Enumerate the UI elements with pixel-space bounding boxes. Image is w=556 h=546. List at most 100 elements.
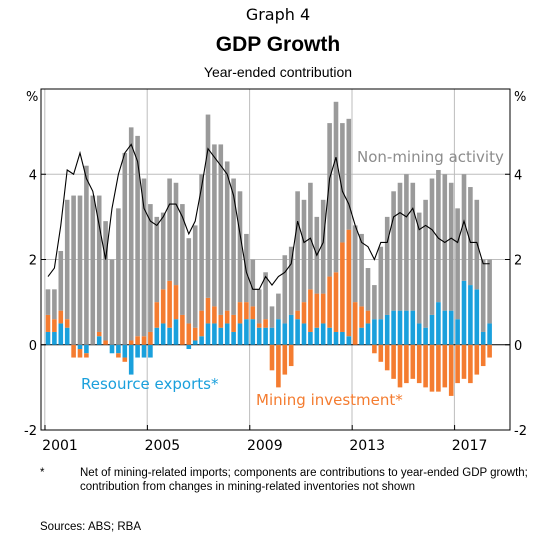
bar-mining-investment (77, 349, 83, 358)
bar-resource-exports (109, 344, 115, 354)
bar-resource-exports (77, 344, 83, 350)
bar-non-mining-activity (96, 195, 102, 332)
bar-mining-investment (301, 302, 307, 324)
bar-mining-investment (135, 336, 140, 345)
bar-resource-exports (301, 323, 307, 345)
bar-non-mining-activity (122, 152, 128, 345)
bar-mining-investment (282, 344, 288, 375)
bar-mining-investment (320, 293, 326, 324)
bar-non-mining-activity (288, 246, 294, 315)
bar-resource-exports (487, 323, 492, 345)
bar-mining-investment (154, 302, 160, 328)
bar-non-mining-activity (231, 178, 236, 315)
bar-non-mining-activity (71, 195, 76, 345)
bar-mining-investment (84, 353, 89, 358)
y-tick-label-left: 4 (29, 168, 37, 183)
bar-non-mining-activity (340, 123, 345, 243)
bar-resource-exports (173, 319, 179, 345)
bar-non-mining-activity (160, 212, 166, 290)
y-tick-label-left: -2 (24, 424, 37, 439)
axis-ticks: -2 -2 0 0 2 2 4 4 2001 2005 2009 2013 2017 (24, 168, 527, 454)
bar-non-mining-activity (461, 174, 467, 281)
bar-mining-investment (429, 344, 435, 392)
bar-resource-exports (474, 289, 480, 345)
bar-non-mining-activity (378, 246, 384, 320)
bar-non-mining-activity (128, 127, 134, 341)
bar-resource-exports (314, 327, 320, 345)
footnote-text: Net of mining-related imports; component… (80, 467, 528, 493)
bar-resource-exports (295, 319, 300, 345)
bar-resource-exports (346, 336, 352, 345)
bar-resource-exports (288, 314, 294, 345)
bar-non-mining-activity (308, 182, 313, 290)
bar-mining-investment (455, 344, 460, 384)
bar-mining-investment (244, 302, 249, 320)
bar-mining-investment (359, 306, 364, 328)
bar-mining-investment (352, 302, 358, 345)
bar-mining-investment (218, 314, 224, 328)
bar-non-mining-activity (468, 187, 473, 286)
bar-resource-exports (327, 327, 332, 345)
x-tick-label: 2005 (145, 438, 181, 454)
bar-resource-exports (128, 344, 134, 375)
bar-resource-exports (224, 323, 230, 345)
bar-mining-investment (468, 344, 473, 384)
bar-resource-exports (122, 344, 128, 358)
bar-non-mining-activity (84, 165, 89, 345)
bar-non-mining-activity (90, 195, 96, 345)
bar-resource-exports (461, 280, 467, 345)
bar-non-mining-activity (436, 169, 441, 303)
bar-mining-investment (474, 344, 480, 375)
bar-mining-investment (314, 293, 320, 328)
bar-resource-exports (256, 327, 262, 345)
bar-mining-investment (442, 344, 448, 388)
bar-mining-investment (436, 344, 441, 392)
bar-resource-exports (116, 344, 121, 354)
bar-mining-investment (45, 314, 51, 332)
y-tick-label-left: 2 (29, 254, 37, 269)
bar-non-mining-activity (186, 238, 192, 324)
bar-non-mining-activity (212, 144, 217, 307)
bar-mining-investment (160, 289, 166, 324)
bar-non-mining-activity (333, 101, 339, 273)
bar-non-mining-activity (109, 259, 115, 345)
bar-non-mining-activity (276, 293, 281, 320)
bar-non-mining-activity (397, 182, 403, 311)
bar-non-mining-activity (282, 255, 288, 324)
x-tick-label: 2009 (247, 438, 283, 454)
bar-resource-exports (404, 310, 409, 345)
bar-non-mining-activity (205, 114, 211, 298)
bar-non-mining-activity (448, 182, 454, 311)
bar-non-mining-activity (224, 161, 230, 311)
bar-non-mining-activity (327, 123, 332, 277)
bar-mining-investment (384, 344, 390, 371)
bar-resource-exports (320, 323, 326, 345)
bar-mining-investment (192, 327, 198, 341)
bar-mining-investment (52, 319, 57, 332)
x-tick-label: 2013 (349, 438, 385, 454)
bar-non-mining-activity (103, 221, 108, 341)
sources-note: Sources: ABS; RBA (40, 521, 141, 533)
x-tick-label: 2001 (42, 438, 78, 454)
bar-resource-exports (154, 327, 160, 345)
bar-resource-exports (429, 314, 435, 345)
bar-resource-exports (96, 336, 102, 345)
bar-resource-exports (250, 319, 256, 345)
bar-resource-exports (231, 331, 236, 345)
bar-resource-exports (397, 310, 403, 345)
gdp-growth-line (47, 143, 490, 290)
bar-resource-exports (416, 323, 422, 345)
chart-title: GDP Growth (215, 33, 341, 56)
y-tick-label-right: -2 (514, 424, 527, 439)
bar-mining-investment (308, 289, 313, 332)
y-tick-label-right: 4 (514, 168, 522, 183)
bar-resource-exports (263, 327, 268, 345)
bar-mining-investment (256, 323, 262, 328)
line-series (47, 143, 490, 290)
bar-non-mining-activity (416, 212, 422, 324)
bar-resource-exports (192, 340, 198, 345)
bar-mining-investment (327, 276, 332, 328)
non-mining-annotation: Non-mining activity (357, 148, 504, 166)
bar-non-mining-activity (199, 174, 204, 311)
bar-mining-investment (186, 323, 192, 345)
